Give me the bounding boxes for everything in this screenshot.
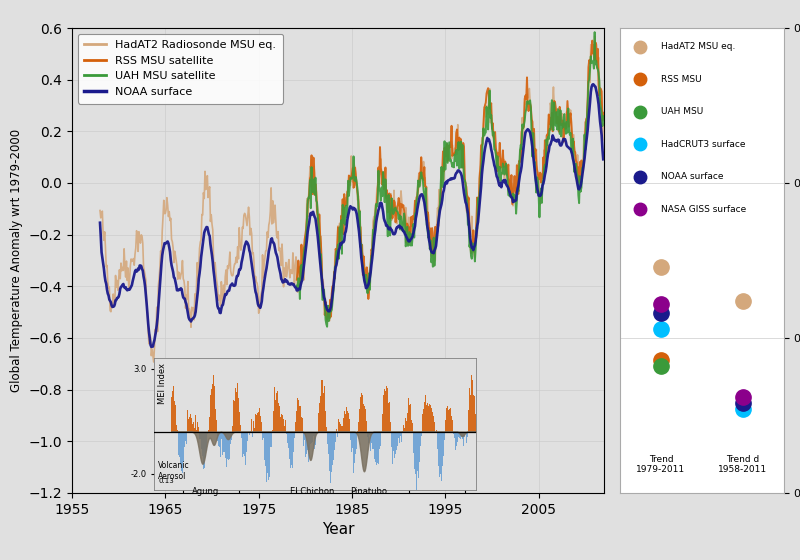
Text: Trend
1979-2011: Trend 1979-2011: [637, 455, 686, 474]
Text: NASA GISS surface: NASA GISS surface: [661, 205, 746, 214]
X-axis label: Year: Year: [322, 522, 354, 537]
Text: UAH MSU: UAH MSU: [661, 107, 706, 116]
Text: NOAA surface: NOAA surface: [661, 172, 723, 181]
Text: Trend d
1958-2011: Trend d 1958-2011: [718, 455, 767, 474]
Text: HadAT2 MSU eq.: HadAT2 MSU eq.: [661, 42, 735, 51]
Legend: HadAT2 Radiosonde MSU eq., RSS MSU satellite, UAH MSU satellite, NOAA surface: HadAT2 Radiosonde MSU eq., RSS MSU satel…: [78, 34, 283, 104]
Text: HadCRUT3 surface: HadCRUT3 surface: [661, 139, 746, 149]
Text: RSS MSU: RSS MSU: [661, 74, 705, 83]
Y-axis label: Global Temperature Anomaly wrt 1979-2000: Global Temperature Anomaly wrt 1979-2000: [10, 129, 23, 392]
